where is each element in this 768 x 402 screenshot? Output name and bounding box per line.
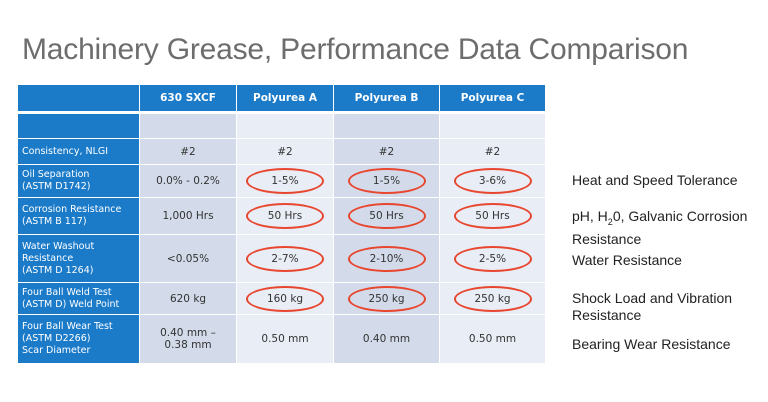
cell-value: 0.40 mm: [362, 333, 411, 345]
cell-value: 0.50 mm: [261, 333, 309, 345]
note-ph-suffix: 0, Galvanic Corrosion: [612, 208, 748, 224]
note-ph: pH, H20, Galvanic Corrosion Resistance: [572, 208, 747, 248]
table-cell: 50 Hrs: [333, 197, 440, 235]
slide-title: Machinery Grease, Performance Data Compa…: [22, 33, 689, 66]
highlight-circle: [246, 285, 324, 312]
note-bearing: Bearing Wear Resistance: [572, 336, 731, 352]
cell-value: #2: [484, 145, 501, 158]
highlight-circle: [453, 285, 532, 312]
table-cell: 250 kg: [439, 282, 546, 315]
cell-value: #2: [277, 145, 293, 158]
table-cell: [439, 111, 546, 139]
table-cell: 50 Hrs: [236, 197, 334, 235]
highlight-circle: [246, 168, 324, 194]
table-cell: [333, 111, 440, 139]
note-ph-line2: Resistance: [572, 230, 642, 247]
cell-value: 250 kg: [474, 292, 511, 305]
table-cell: 0.0% - 0.2%: [139, 164, 237, 198]
table-cell: 620 kg: [139, 282, 237, 315]
cell-value: 160 kg: [266, 292, 304, 305]
row-label: Consistency, NLGI: [17, 138, 140, 165]
cell-value: 2-7%: [271, 252, 299, 265]
table-row: Oil Separation (ASTM D1742) 0.0% - 0.2% 1-…: [17, 164, 546, 198]
header-polyurea-b: Polyurea B: [333, 84, 440, 113]
note-ph-sub: 2: [607, 216, 613, 227]
table-cell: #2: [333, 138, 440, 165]
table-cell: 1,000 Hrs: [139, 197, 237, 235]
note-ph-prefix: pH, H: [572, 208, 608, 224]
cell-value: 620 kg: [169, 292, 207, 305]
table-cell: 160 kg: [236, 282, 334, 315]
cell-value: 50 Hrs: [267, 210, 303, 222]
row-label: Water Washout Resistance (ASTM D 1264): [17, 234, 140, 283]
note-shock-line1: Shock Load and Vibration: [572, 290, 733, 306]
table-cell: 2-5%: [439, 234, 546, 283]
table-cell: 0.40 mm – 0.38 mm: [139, 314, 237, 364]
table-cell: 50 Hrs: [439, 197, 546, 235]
cell-value: 2-10%: [369, 252, 404, 265]
note-shock: Shock Load and Vibration Resistance: [572, 290, 732, 324]
row-label: Oil Separation (ASTM D1742): [17, 164, 140, 198]
table-cell: #2: [236, 138, 334, 165]
table-cell: 0.50 mm: [236, 314, 334, 364]
cell-value: 50 Hrs: [369, 210, 404, 222]
cell-value: 0.50 mm: [468, 333, 517, 345]
highlight-circle: [347, 245, 426, 272]
cell-value: 1-5%: [271, 175, 299, 187]
row-label: Four Ball Weld Test (ASTM D) Weld Point: [17, 282, 140, 315]
table-cell: 2-7%: [236, 234, 334, 283]
header-blank: [17, 84, 140, 113]
highlight-circle: [347, 203, 426, 229]
row-label: Corrosion Resistance (ASTM B 117): [17, 197, 140, 235]
cell-value: 3-6%: [478, 175, 507, 187]
comparison-table: 630 SXCF Polyurea A Polyurea B Polyurea …: [17, 84, 546, 364]
table-cell: #2: [139, 138, 237, 165]
table-row: Consistency, NLGI #2 #2 #2 #2: [17, 138, 546, 165]
row-label: [17, 111, 140, 139]
header-630-sxcf: 630 SXCF: [139, 84, 237, 113]
table-cell: 0.50 mm: [439, 314, 546, 364]
table-cell: 0.40 mm: [333, 314, 440, 364]
cell-value: #2: [180, 145, 196, 158]
table-row: Four Ball Wear Test (ASTM D2266) Scar Di…: [17, 314, 546, 364]
header-polyurea-a: Polyurea A: [236, 84, 334, 113]
table-cell: <0.05%: [139, 234, 237, 283]
highlight-circle: [453, 245, 532, 272]
table-cell: 1-5%: [236, 164, 334, 198]
highlight-circle: [347, 285, 426, 312]
table-cell: 1-5%: [333, 164, 440, 198]
note-shock-line2: Resistance: [572, 307, 642, 323]
table-cell: [236, 111, 334, 139]
highlight-circle: [347, 168, 426, 194]
table-row: Water Washout Resistance (ASTM D 1264) <0…: [17, 234, 546, 283]
cell-value: 0.0% - 0.2%: [156, 175, 220, 187]
note-water: Water Resistance: [572, 252, 682, 268]
table-row: Four Ball Weld Test (ASTM D) Weld Point 6…: [17, 282, 546, 315]
row-label: Four Ball Wear Test (ASTM D2266) Scar Di…: [17, 314, 140, 364]
cell-value: 2-5%: [478, 252, 507, 265]
note-heat: Heat and Speed Tolerance: [572, 172, 738, 188]
table-cell: 2-10%: [333, 234, 440, 283]
cell-value: 1,000 Hrs: [162, 210, 214, 222]
table-cell: 250 kg: [333, 282, 440, 315]
table-row: [17, 111, 546, 139]
table-cell: 3-6%: [439, 164, 546, 198]
cell-value: 1-5%: [372, 175, 401, 187]
cell-value: 50 Hrs: [475, 210, 510, 222]
cell-value: #2: [378, 145, 395, 158]
highlight-circle: [246, 203, 324, 229]
cell-value: 250 kg: [368, 292, 405, 305]
table-row: Corrosion Resistance (ASTM B 117) 1,000 H…: [17, 197, 546, 235]
table-cell: #2: [439, 138, 546, 165]
highlight-circle: [246, 245, 324, 272]
highlight-circle: [453, 168, 532, 194]
highlight-circle: [453, 203, 532, 229]
cell-value: <0.05%: [166, 252, 210, 265]
header-polyurea-c: Polyurea C: [439, 84, 546, 113]
table-cell: [139, 111, 237, 139]
header-row: 630 SXCF Polyurea A Polyurea B Polyurea …: [17, 84, 546, 113]
cell-value: 0.40 mm – 0.38 mm: [160, 327, 216, 351]
